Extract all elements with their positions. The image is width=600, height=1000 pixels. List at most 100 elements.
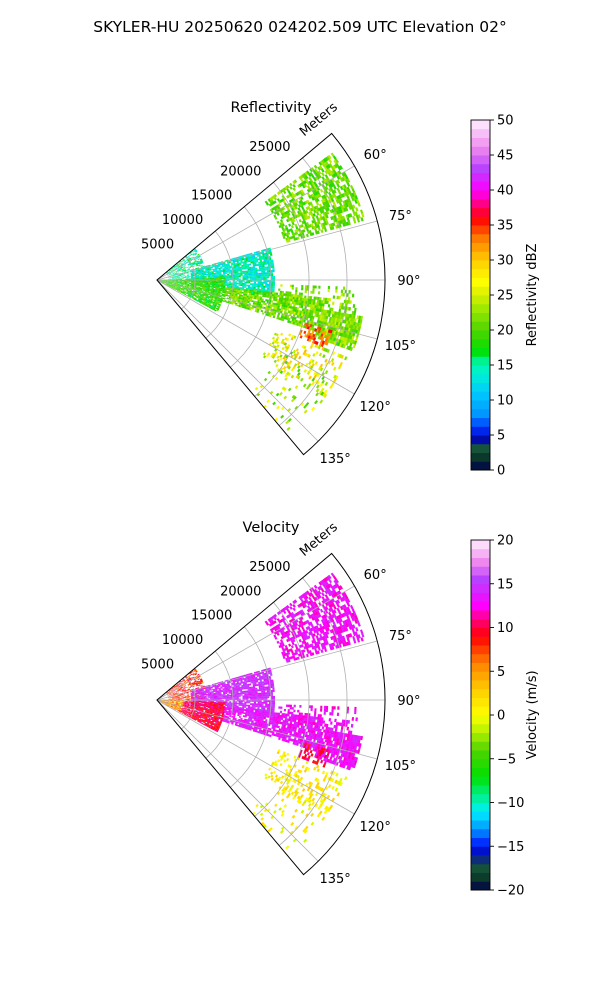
echo-cell (351, 293, 355, 298)
echo-cell (251, 283, 255, 286)
echo-cell (183, 277, 186, 278)
echo-cell (309, 211, 313, 215)
echo-cell (352, 204, 356, 209)
echo-cell (308, 230, 312, 234)
echo-cell (174, 272, 177, 274)
echo-cell (326, 181, 331, 186)
echo-cell (225, 283, 228, 285)
colorbar-segment (471, 137, 490, 147)
echo-cell (265, 285, 268, 288)
echo-cell (275, 292, 279, 295)
echo-cell (278, 190, 282, 194)
echo-cell (167, 695, 170, 697)
echo-cell (249, 288, 252, 290)
echo-cell (263, 377, 268, 382)
echo-cell (298, 209, 302, 214)
echo-cell (172, 277, 175, 279)
echo-cell (319, 188, 324, 193)
echo-cell (200, 259, 203, 262)
echo-cell (207, 271, 210, 273)
echo-cell (331, 190, 335, 195)
echo-cell (261, 287, 264, 290)
echo-cell (171, 276, 175, 278)
echo-cell (259, 288, 262, 291)
echo-cell (331, 194, 335, 199)
echo-cell (213, 273, 216, 276)
echo-cell (184, 266, 187, 269)
echo-cell (249, 271, 252, 274)
echo-cell (245, 267, 248, 270)
echo-cell (198, 277, 201, 279)
echo-cell (199, 268, 202, 271)
echo-cell (265, 283, 268, 286)
echo-cell (285, 227, 289, 231)
echo-cell (194, 252, 197, 255)
echo-cell (187, 278, 190, 280)
echo-cell (185, 278, 188, 279)
echo-cell (208, 276, 211, 278)
colorbar-segment (471, 277, 490, 287)
echo-cell (328, 298, 332, 302)
echo-cell (312, 288, 315, 292)
echo-cell (250, 280, 253, 282)
echo-cell (174, 266, 177, 269)
echo-cell (251, 268, 254, 271)
echo-cell (195, 257, 198, 260)
echo-cell (307, 215, 311, 219)
echo-cell (238, 269, 241, 272)
echo-cell (262, 266, 265, 269)
echo-cell (199, 270, 202, 272)
echo-cell (238, 259, 241, 262)
echo-cell (227, 264, 230, 267)
echo-cell (261, 312, 265, 315)
echo-cell (257, 285, 260, 288)
echo-cell (253, 274, 256, 277)
echo-cell (204, 283, 207, 285)
echo-cell (210, 276, 213, 278)
echo-cell (171, 276, 174, 277)
echo-cell (215, 277, 218, 279)
echo-cell (324, 358, 328, 363)
echo-cell (265, 281, 268, 284)
echo-cell (206, 273, 209, 275)
echo-cell (196, 264, 199, 266)
echo-cell (187, 263, 190, 265)
echo-cell (261, 272, 264, 275)
echo-cell (333, 164, 338, 169)
echo-cell (201, 262, 204, 264)
echo-cell (182, 687, 185, 689)
echo-cell (189, 281, 192, 282)
echo-cell (168, 277, 171, 278)
echo-cell (302, 184, 306, 189)
echo-cell (259, 259, 262, 262)
echo-cell (245, 265, 248, 268)
echo-cell (188, 267, 192, 269)
echo-cell (334, 207, 339, 212)
echo-cell (234, 284, 237, 286)
echo-cell (348, 290, 351, 294)
figure-suptitle: SKYLER-HU 20250620 024202.509 UTC Elevat… (93, 18, 507, 36)
echo-cell (238, 287, 241, 289)
echo-cell (335, 162, 340, 168)
echo-cell (185, 276, 188, 278)
echo-cell (286, 184, 290, 189)
echo-cell (244, 284, 247, 287)
echo-cell (193, 258, 196, 261)
echo-cell (314, 198, 318, 203)
echo-cell (187, 269, 190, 271)
echo-cell (173, 273, 176, 275)
echo-cell (327, 203, 331, 208)
echo-cell (240, 272, 243, 275)
echo-cell (305, 178, 309, 183)
echo-cell (241, 266, 244, 269)
echo-cell (343, 218, 347, 223)
echo-cell (263, 287, 266, 290)
echo-cell (183, 277, 186, 279)
echo-cell (264, 289, 267, 292)
echo-cell (265, 202, 270, 206)
echo-cell (312, 216, 316, 221)
echo-cell (187, 277, 190, 279)
echo-cell (252, 264, 256, 267)
echo-cell (339, 177, 344, 182)
echo-cell (257, 269, 260, 272)
